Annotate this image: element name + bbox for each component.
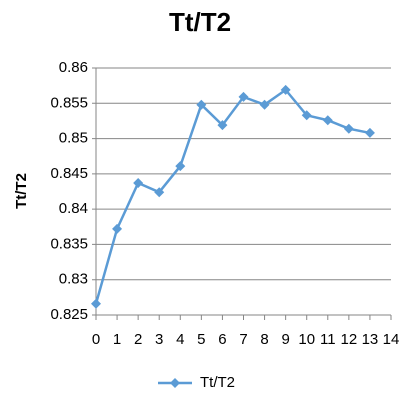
x-tick-label: 13 — [362, 331, 379, 348]
data-point — [301, 110, 312, 121]
data-point — [322, 115, 333, 126]
x-tick-label: 7 — [239, 331, 247, 348]
data-point — [343, 123, 354, 134]
y-tick-label: 0.825 — [50, 306, 88, 323]
y-tick-label: 0.85 — [59, 130, 88, 147]
y-tick-label: 0.86 — [59, 59, 88, 76]
x-tick-label: 3 — [155, 331, 163, 348]
x-tick-label: 5 — [197, 331, 205, 348]
x-tick-label: 8 — [260, 331, 268, 348]
data-point — [91, 298, 101, 309]
data-point — [259, 99, 270, 110]
y-tick-label: 0.855 — [50, 94, 88, 111]
x-tick-label: 4 — [176, 331, 184, 348]
x-tick-label: 12 — [341, 331, 358, 348]
data-point — [175, 161, 186, 172]
y-tick-label: 0.845 — [50, 165, 88, 182]
data-point — [154, 187, 165, 198]
legend-label: Tt/T2 — [200, 374, 235, 391]
legend-marker — [170, 378, 180, 388]
y-axis-label: Tt/T2 — [13, 173, 30, 209]
data-point — [217, 120, 228, 131]
x-tick-label: 6 — [218, 331, 226, 348]
data-point — [238, 91, 249, 102]
x-tick-label: 11 — [320, 331, 336, 348]
data-point — [280, 84, 291, 95]
data-point — [133, 178, 144, 189]
x-tick-label: 10 — [298, 331, 315, 348]
y-tick-label: 0.835 — [50, 235, 88, 252]
y-tick-label: 0.84 — [59, 200, 88, 217]
x-tick-label: 1 — [113, 331, 121, 348]
data-point — [364, 127, 375, 138]
data-point — [112, 223, 123, 234]
data-point — [196, 99, 207, 110]
x-tick-label: 2 — [134, 331, 142, 348]
y-tick-label: 0.83 — [59, 271, 88, 288]
x-tick-label: 14 — [383, 331, 400, 348]
x-tick-label: 9 — [281, 331, 289, 348]
chart-title: Tt/T2 — [169, 7, 231, 37]
x-tick-label: 0 — [92, 331, 100, 348]
